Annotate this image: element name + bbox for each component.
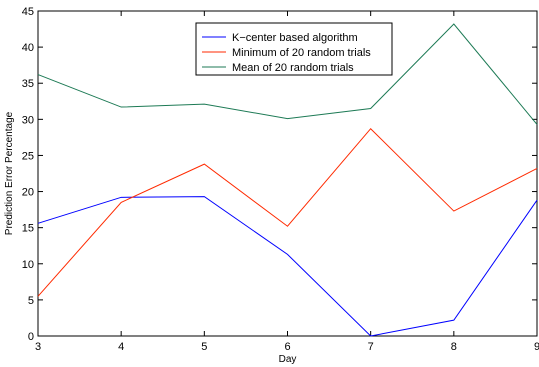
x-tick-label: 7 (368, 341, 374, 353)
x-tick-label: 5 (201, 341, 207, 353)
y-tick-label: 35 (22, 78, 34, 90)
legend-box (195, 22, 393, 76)
y-tick-label: 15 (22, 223, 34, 235)
legend-label-1: K−center based algorithm (232, 32, 358, 44)
x-tick-label: 9 (534, 341, 539, 353)
legend-label-3: Mean of 20 random trials (232, 62, 354, 74)
y-tick-label: 5 (28, 295, 34, 307)
x-tick-label: 6 (284, 341, 290, 353)
y-tick-label: 10 (22, 259, 34, 271)
y-tick-label: 0 (28, 331, 34, 343)
x-tick-label: 8 (451, 341, 457, 353)
x-axis-label: Day (279, 354, 297, 365)
series-layer (37, 23, 538, 337)
y-tick-label: 45 (22, 6, 34, 18)
y-axis-label: Prediction Error Percentage (4, 111, 15, 235)
series-line-3 (37, 23, 538, 125)
legend-label-2: Minimum of 20 random trials (232, 47, 371, 59)
y-tick-label: 40 (22, 42, 34, 54)
y-tick-label: 30 (22, 114, 34, 126)
series-line-2 (37, 127, 538, 297)
legend: K−center based algorithm Minimum of 20 ra… (195, 22, 393, 76)
y-tick-label: 25 (22, 150, 34, 162)
x-tick-label: 4 (118, 341, 124, 353)
series-line-1 (37, 196, 538, 337)
x-tick-label: 3 (35, 341, 41, 353)
y-tick-label: 20 (22, 187, 34, 199)
